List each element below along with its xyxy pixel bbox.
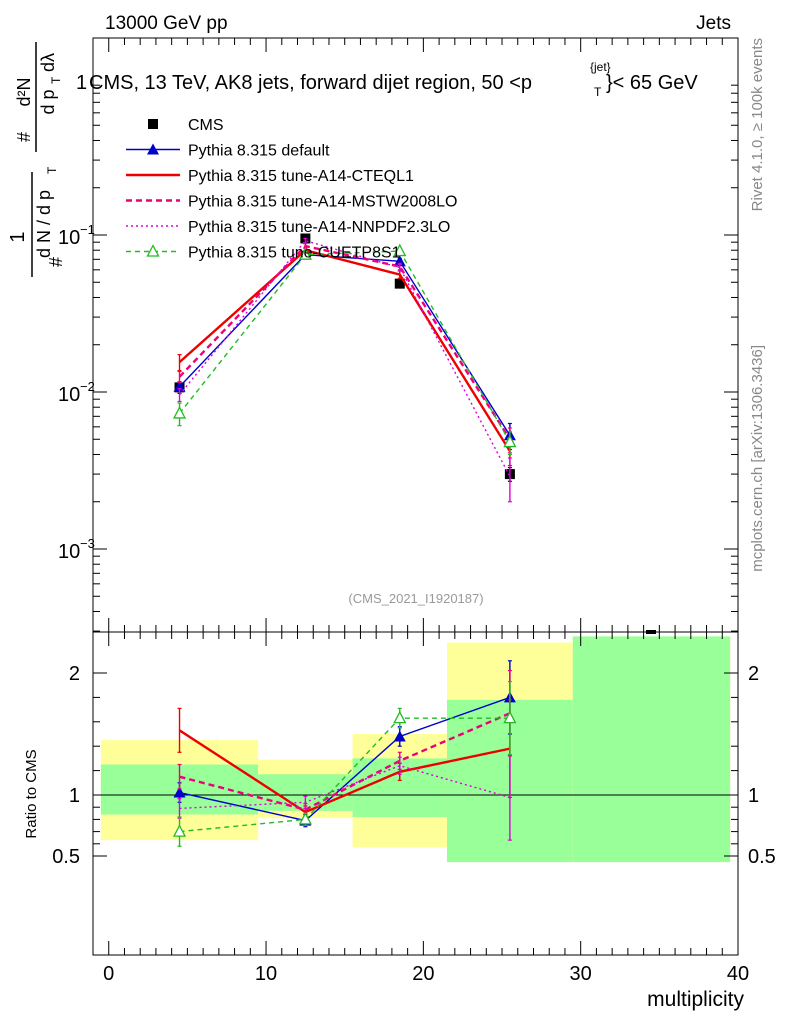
ylabel-hash-left: # [46,257,66,267]
main-point-0-2 [394,278,405,289]
ylabel-denominator-left: d N / d p [34,190,54,258]
ratio-ytick-label-0: 2 [69,663,80,685]
ratio-ytick-label-right-1: 1 [748,785,759,807]
main-series-5 [172,243,517,456]
legend-label-5: Pythia 8.315 tune-CUETP8S1 [188,245,401,262]
ratio-point-4-3 [503,710,517,724]
ratio-panel: 2 2 1 1 0.5 0.5 0 10 20 30 40 Ratio to CMS multipl… [23,631,776,1011]
main-ytick-exp-2: −3 [80,536,95,551]
legend-item-1: Pythia 8.315 default [126,143,330,160]
ratio-point-4-2 [393,710,407,724]
ratio-line-4 [179,717,510,833]
legend: CMS Pythia 8.315 default Pythia 8.315 tune… [126,117,457,262]
ratio-point-0-0 [173,786,186,798]
ylabel-denominator-right-lambda: dλ [38,53,58,72]
ratio-plot-frame [92,631,739,956]
main-series-1 [173,248,516,451]
ratio-point-4-1 [298,811,312,825]
main-panel: 10−110−210−3 1 CMS, 13 TeV, AK8 jets, fo… [7,37,739,634]
ratio-line-0 [179,696,511,822]
ratio-xtick-label-4: 40 [727,963,749,985]
legend-label-1: Pythia 8.315 default [188,143,330,160]
main-point-1-0 [173,380,186,392]
title-sub: T [594,85,602,99]
main-ytick-exp-1: −2 [80,379,95,394]
ratio-line-2 [179,712,511,811]
main-line-2 [178,248,511,452]
analysis-id: (CMS_2021_I1920187) [348,591,483,606]
legend-item-0: CMS [148,117,224,134]
main-point-1-2 [393,255,406,267]
main-point-5-1 [298,247,312,260]
ylabel-hash-right: # [14,132,34,142]
ratio-series-layer [172,660,517,847]
ratio-xlabel: multiplicity [647,988,744,1011]
main-series-layer [172,233,517,503]
legend-item-2: Pythia 8.315 tune-A14-CTEQL1 [126,168,414,185]
legend-label-2: Pythia 8.315 tune-A14-CTEQL1 [188,168,414,185]
title-tail: }< 65 GeV [606,72,698,94]
legend-marker-0 [148,119,158,129]
main-ytick-label-0: 10 [58,227,80,249]
ratio-line-3 [179,764,511,810]
main-series-3 [177,243,512,454]
main-ytick-label-1: 10 [58,384,80,406]
title-main: CMS, 13 TeV, AK8 jets, forward dijet reg… [89,72,532,94]
main-ylabel: 1 d N / d p T # d²N d p T dλ # [7,42,66,277]
ylabel-denominator-right-sub: T [49,76,63,84]
main-title: 1 CMS, 13 TeV, AK8 jets, forward dijet r… [76,60,698,99]
ratio-bands [100,636,731,863]
main-point-5-0 [172,406,187,419]
main-series-0 [174,233,515,482]
legend-item-4: Pythia 8.315 tune-A14-NNPDF2.3LO [126,219,450,236]
main-line-3 [178,244,511,440]
ratio-band-green-4 [572,636,731,863]
ratio-ytick-label-right-0: 2 [748,663,759,685]
rivet-label: Rivet 4.1.0, ≥ 100k events [749,38,766,211]
main-ytick-exp-0: −1 [80,222,95,237]
mcplots-label: mcplots.cern.ch [arXiv:1306.3436] [749,345,766,572]
main-point-5-3 [503,434,517,448]
legend-label-0: CMS [188,117,224,134]
ylabel-denominator-left-sub: T [45,166,59,174]
main-line-5 [178,250,511,443]
ratio-ytick-label-2: 0.5 [52,846,80,868]
ylabel-denominator-right: d p [38,89,58,114]
legend-item-3: Pythia 8.315 tune-A14-MSTW2008LO [126,194,457,211]
ratio-xtick-label-0: 0 [103,963,114,985]
legend-item-5: Pythia 8.315 tune-CUETP8S1 [126,244,401,262]
ratio-ytick-label-right-2: 0.5 [748,846,776,868]
main-ticks: 10−110−210−3 [58,38,739,632]
title-sup: {jet} [590,60,611,74]
ratio-series-4 [172,680,517,847]
main-series-2 [177,247,512,467]
main-series-4 [177,237,512,503]
main-line-1 [179,253,511,436]
legend-label-4: Pythia 8.315 tune-A14-NNPDF2.3LO [188,219,450,236]
ratio-point-0-2 [393,730,406,742]
ratio-ytick-label-1: 1 [69,785,80,807]
main-line-4 [178,239,511,477]
ratio-ticks: 2 2 1 1 0.5 0.5 0 10 20 30 40 [52,632,776,985]
main-point-5-2 [393,243,407,257]
main-ytick-label-2: 10 [58,541,80,563]
ratio-xtick-label-1: 10 [255,963,277,985]
ratio-point-4-0 [172,824,187,837]
ratio-ylabel: Ratio to CMS [23,749,40,838]
ylabel-numerator-left: 1 [7,231,29,242]
ratio-xtick-label-2: 20 [412,963,434,985]
header-right: Jets [696,13,731,34]
title-lead: 1 [76,72,87,94]
header-left: 13000 GeV pp [105,13,228,34]
legend-label-3: Pythia 8.315 tune-A14-MSTW2008LO [188,194,457,211]
ratio-line-1 [178,729,511,814]
ratio-xtick-label-3: 30 [570,963,592,985]
legend-marker-1 [147,143,159,155]
legend-marker-5 [146,244,160,257]
ylabel-numerator-right: d²N [14,77,34,106]
